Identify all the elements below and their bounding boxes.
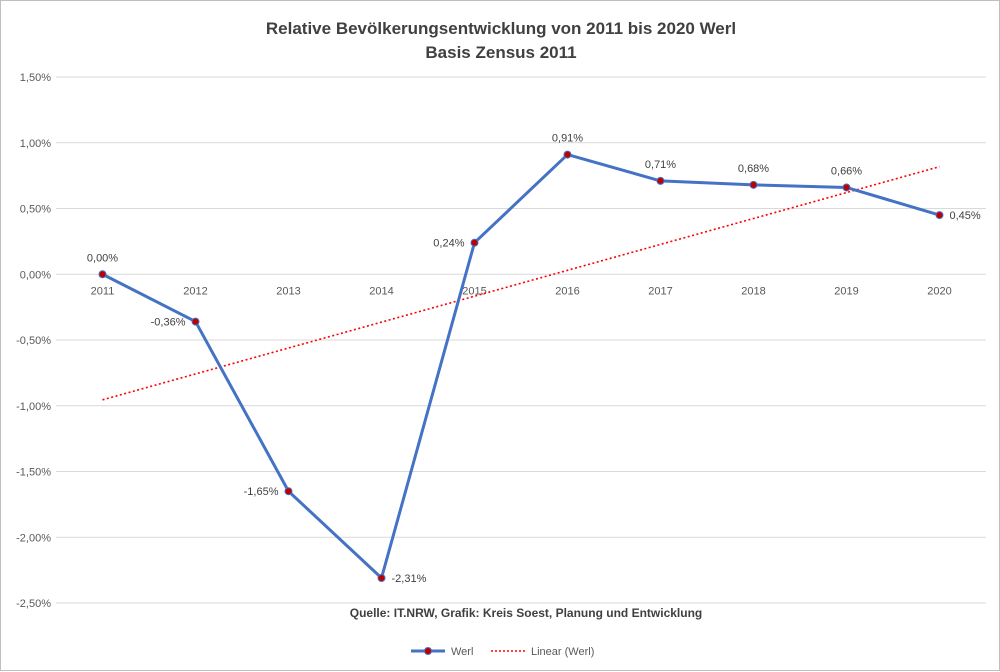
data-label: -1,65% xyxy=(244,486,279,498)
data-label: -0,36% xyxy=(151,317,186,329)
trendline xyxy=(102,165,940,401)
data-label: 0,66% xyxy=(831,165,862,177)
y-axis-tick-labels: 1,50% 1,00% 0,50% 0,00% -0,50% -1,00% -1,50% -2… xyxy=(16,72,51,610)
legend-werl-label: Werl xyxy=(451,646,473,658)
x-axis-tick-labels: 2011 2012 2013 2014 2015 2016 2017 2018 2019 2020 xyxy=(91,285,952,297)
x-tick-label: 2020 xyxy=(927,285,951,297)
data-label: 0,24% xyxy=(433,238,464,250)
data-point-marker xyxy=(284,487,293,496)
data-label: 0,91% xyxy=(552,133,583,145)
chart-subtitle: Basis Zensus 2011 xyxy=(425,43,576,62)
x-tick-label: 2016 xyxy=(555,285,579,297)
y-tick-label: 0,00% xyxy=(20,269,51,281)
y-tick-label: 0,50% xyxy=(20,204,51,216)
legend-werl-marker-swatch xyxy=(424,647,432,655)
y-tick-label: 1,00% xyxy=(20,138,51,150)
data-point-marker xyxy=(842,183,851,192)
legend-trendline-label: Linear (Werl) xyxy=(531,646,594,658)
data-point-marker xyxy=(749,180,758,189)
data-point-marker xyxy=(935,211,944,220)
data-point-marker xyxy=(470,238,479,247)
y-tick-label: -1,00% xyxy=(16,401,51,413)
x-tick-label: 2013 xyxy=(276,285,300,297)
data-point-marker xyxy=(191,317,200,326)
data-label: -2,31% xyxy=(392,573,427,585)
x-tick-label: 2018 xyxy=(741,285,765,297)
data-labels: 0,00% -0,36% -1,65% -2,31% 0,24% 0,91% 0,71% 0,… xyxy=(87,133,981,585)
legend: Werl Linear (Werl) xyxy=(411,646,594,658)
x-tick-label: 2015 xyxy=(462,285,486,297)
chart-title: Relative Bevölkerungsentwicklung von 201… xyxy=(266,19,736,38)
data-label: 0,45% xyxy=(950,210,981,222)
data-point-marker xyxy=(377,574,386,583)
x-tick-label: 2017 xyxy=(648,285,672,297)
x-tick-label: 2014 xyxy=(369,285,393,297)
data-label: 0,68% xyxy=(738,163,769,175)
data-point-marker xyxy=(563,150,572,159)
y-tick-label: 1,50% xyxy=(20,72,51,84)
y-tick-label: -2,00% xyxy=(16,532,51,544)
data-point-marker xyxy=(656,176,665,185)
y-tick-label: -0,50% xyxy=(16,335,51,347)
source-annotation: Quelle: IT.NRW, Grafik: Kreis Soest, Pla… xyxy=(350,606,703,620)
werl-line xyxy=(101,153,940,580)
x-tick-label: 2019 xyxy=(834,285,858,297)
trendline-series xyxy=(102,165,940,401)
data-label: 0,00% xyxy=(87,252,118,264)
y-tick-label: -2,50% xyxy=(16,598,51,610)
y-tick-label: -1,50% xyxy=(16,467,51,479)
gridlines xyxy=(56,76,986,604)
data-label: 0,71% xyxy=(645,159,676,171)
x-tick-label: 2011 xyxy=(91,285,115,297)
x-tick-label: 2012 xyxy=(183,285,207,297)
werl-series xyxy=(98,150,944,583)
data-point-marker xyxy=(98,270,107,279)
